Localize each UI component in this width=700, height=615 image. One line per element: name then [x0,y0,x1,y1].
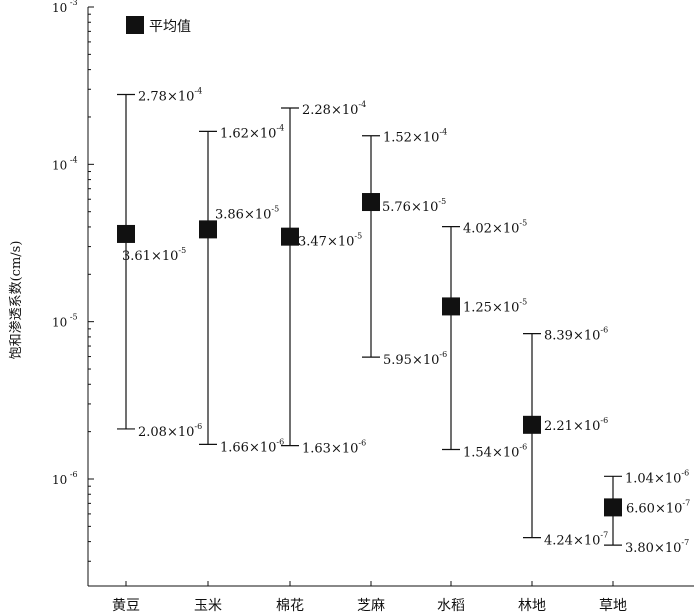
value-label: 6.60×10-7 [626,498,690,516]
x-tick-label: 棉花 [276,597,304,614]
x-tick-label: 草地 [599,598,627,614]
value-label: 2.78×10-4 [138,86,202,104]
value-label: 2.21×10-6 [544,416,608,434]
legend-label: 平均值 [149,19,191,35]
value-label: 1.54×10-6 [463,442,527,460]
error-bars [117,93,622,546]
value-label: 2.28×10-4 [302,100,366,118]
mean-marker [199,220,217,239]
y-tick-label: 10 -3 [52,0,78,15]
value-label: 3.80×10-7 [625,538,689,556]
y-tick-label: 10 -4 [52,155,78,172]
legend-marker [126,16,144,34]
axes: 10 -3 10 -4 10 -5 10 -6 黄豆 玉米 棉花 芝麻 水稻 林地 草地 [52,0,694,614]
value-label: 1.25×10-5 [463,297,527,315]
value-label: 1.66×10-6 [220,437,284,455]
value-labels: 2.78×10-4 2.08×10-6 3.61×10-5 1.62×10-4 1.66… [122,86,690,556]
x-tick-label: 林地 [518,598,546,614]
y-tick-label: 10 -5 [52,313,78,330]
x-tick-label: 黄豆 [112,597,140,614]
value-label: 8.39×10-6 [544,326,608,344]
value-label: 5.95×10-6 [383,350,447,368]
mean-marker [604,498,622,517]
x-tick-label: 玉米 [194,598,222,614]
y-tick-label: 10 -6 [52,470,78,487]
value-label: 1.04×10-6 [625,468,689,486]
legend: 平均值 [126,16,191,35]
value-label: 1.52×10-4 [383,128,447,146]
mean-marker [362,193,380,212]
mean-marker [523,415,541,434]
mean-marker [281,227,299,246]
mean-marker [117,224,135,243]
value-label: 3.61×10-5 [122,246,186,264]
value-label: 2.08×10-6 [138,422,202,440]
x-tick-label: 芝麻 [357,598,385,614]
mean-marker [442,297,460,316]
value-label: 4.24×10-7 [544,531,608,549]
value-label: 5.76×10-5 [382,197,446,215]
value-label: 1.63×10-6 [302,439,366,457]
value-label: 3.47×10-5 [298,232,362,250]
x-tick-label: 水稻 [437,598,465,614]
value-label: 4.02×10-5 [463,219,527,237]
value-label: 1.62×10-4 [220,123,284,141]
value-label: 3.86×10-5 [215,204,279,222]
y-axis-title: 饱和渗透系数(cm/s) [9,241,24,360]
